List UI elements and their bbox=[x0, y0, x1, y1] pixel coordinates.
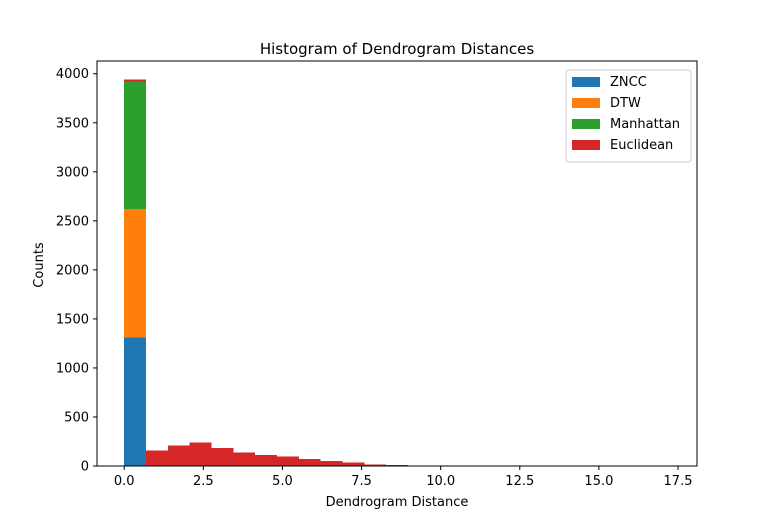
legend: ZNCC DTW Manhattan Euclidean bbox=[566, 70, 691, 162]
bar-euclidean-bin-10 bbox=[343, 463, 365, 466]
bar-euclidean-bin-4 bbox=[212, 448, 234, 466]
y-axis-label: Counts bbox=[32, 242, 47, 288]
x-tick-label: 7.5 bbox=[351, 474, 372, 489]
y-tick-label: 0 bbox=[81, 460, 89, 475]
x-tick-label: 15.0 bbox=[584, 474, 613, 489]
x-tick-label: 5.0 bbox=[272, 474, 293, 489]
bar-euclidean-bin-3 bbox=[190, 442, 212, 466]
x-tick-label: 0.0 bbox=[114, 474, 135, 489]
legend-swatch-euclidean bbox=[572, 140, 600, 150]
bar-dtw-bin-0 bbox=[124, 209, 146, 337]
y-tick-label: 1500 bbox=[56, 312, 89, 327]
bar-euclidean-bin-8 bbox=[299, 459, 321, 466]
y-tick-label: 2000 bbox=[56, 263, 89, 278]
bar-euclidean-bin-5 bbox=[233, 452, 255, 466]
x-tick-label: 10.0 bbox=[426, 474, 455, 489]
legend-label-manhattan: Manhattan bbox=[610, 117, 680, 132]
chart-title: Histogram of Dendrogram Distances bbox=[260, 40, 534, 58]
bar-manhattan-bin-0 bbox=[124, 82, 146, 209]
bar-zncc-bin-0 bbox=[124, 338, 146, 466]
legend-label-dtw: DTW bbox=[610, 96, 641, 111]
y-tick-label: 4000 bbox=[56, 67, 89, 82]
y-tick-label: 3500 bbox=[56, 116, 89, 131]
x-tick-label: 2.5 bbox=[193, 474, 214, 489]
bar-euclidean-bin-1 bbox=[146, 450, 168, 466]
y-tick-label: 500 bbox=[64, 410, 89, 425]
bar-euclidean-bin-0 bbox=[124, 80, 146, 82]
y-tick-label: 3000 bbox=[56, 165, 89, 180]
bar-euclidean-bin-6 bbox=[255, 455, 277, 466]
legend-swatch-zncc bbox=[572, 77, 600, 87]
bar-euclidean-bin-9 bbox=[321, 461, 343, 466]
legend-swatch-manhattan bbox=[572, 119, 600, 129]
x-tick-label: 12.5 bbox=[505, 474, 534, 489]
bar-euclidean-bin-2 bbox=[168, 445, 190, 466]
y-tick-label: 2500 bbox=[56, 214, 89, 229]
x-tick-label: 17.5 bbox=[664, 474, 693, 489]
legend-swatch-dtw bbox=[572, 98, 600, 108]
x-axis-label: Dendrogram Distance bbox=[326, 495, 469, 510]
y-tick-label: 1000 bbox=[56, 361, 89, 376]
legend-label-zncc: ZNCC bbox=[610, 75, 647, 90]
bar-euclidean-bin-7 bbox=[277, 457, 299, 466]
legend-label-euclidean: Euclidean bbox=[610, 138, 673, 153]
